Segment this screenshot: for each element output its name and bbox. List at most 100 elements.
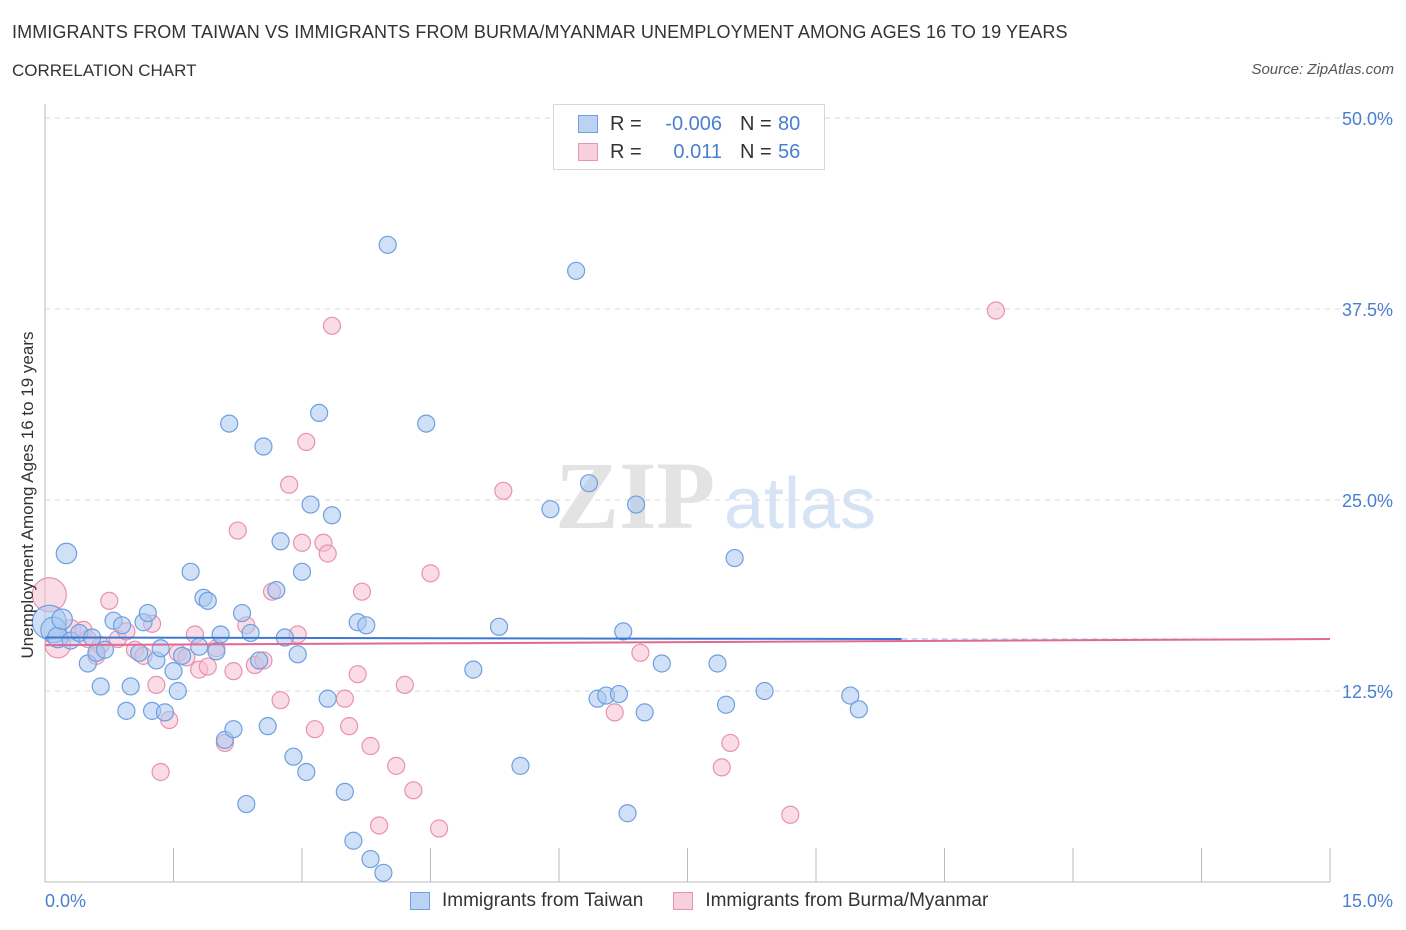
taiwan-point — [267, 581, 286, 600]
burma-point — [271, 691, 290, 710]
x-tick-label-min: 0.0% — [45, 891, 87, 911]
burma-trend-line — [44, 638, 1331, 647]
taiwan-point — [224, 720, 243, 739]
taiwan-point — [567, 261, 586, 280]
burma-point — [395, 675, 414, 694]
watermark-zip: ZIP — [555, 442, 715, 549]
legend-r-value: -0.006 — [665, 112, 722, 135]
burma-point — [340, 717, 359, 736]
x-tick-label-max: 15.0% — [1341, 891, 1393, 911]
taiwan-point — [211, 625, 230, 644]
burma-point — [429, 819, 449, 838]
taiwan-point — [190, 637, 209, 656]
legend-row-taiwan: R = -0.006 N = 80 — [578, 113, 800, 135]
taiwan-point — [361, 849, 380, 869]
taiwan-point — [626, 495, 646, 514]
taiwan-trend-line — [44, 636, 902, 641]
taiwan-point — [95, 640, 115, 659]
chart-title: IMMIGRANTS FROM TAIWAN VS IMMIGRANTS FRO… — [12, 22, 1068, 42]
taiwan-point — [652, 654, 671, 673]
burma-point — [224, 662, 243, 681]
series-legend: Immigrants from Taiwan Immigrants from B… — [410, 890, 1018, 912]
taiwan-point — [207, 642, 226, 661]
y-tick-label: 50.0% — [1342, 109, 1393, 129]
legend-swatch-pink — [578, 143, 598, 161]
burma-point — [404, 781, 423, 800]
burma-point — [387, 756, 406, 775]
legend-item-taiwan[interactable]: Immigrants from Taiwan — [410, 890, 643, 912]
taiwan-point — [198, 591, 217, 610]
taiwan-point — [755, 681, 774, 701]
taiwan-point — [716, 695, 736, 714]
legend-r-value: 0.011 — [673, 140, 722, 163]
taiwan-point — [254, 437, 273, 456]
taiwan-point — [232, 603, 252, 623]
legend-n-value: 80 — [778, 112, 801, 135]
taiwan-point — [489, 617, 509, 636]
taiwan-point — [609, 684, 629, 704]
burma-point — [605, 703, 624, 722]
chart-subtitle: CORRELATION CHART — [12, 61, 197, 80]
taiwan-point — [635, 703, 654, 722]
burma-point — [421, 564, 440, 583]
taiwan-point — [151, 639, 170, 658]
burma-point — [494, 481, 513, 500]
taiwan-point — [155, 703, 175, 722]
legend-swatch-blue — [578, 115, 598, 133]
taiwan-point — [417, 414, 436, 433]
legend-row-burma: R = 0.011 N = 56 — [578, 141, 800, 163]
taiwan-point — [117, 701, 136, 720]
taiwan-point — [112, 616, 132, 635]
taiwan-point — [168, 681, 187, 701]
source-label: Source: ZipAtlas.com — [1251, 61, 1394, 78]
burma-point — [280, 475, 299, 494]
taiwan-point — [357, 616, 376, 635]
taiwan-point — [614, 622, 633, 641]
taiwan-point — [55, 542, 78, 565]
taiwan-point — [237, 794, 256, 814]
taiwan-point — [618, 804, 637, 823]
burma-point — [198, 657, 217, 676]
taiwan-point — [725, 548, 744, 568]
taiwan-point — [292, 562, 312, 581]
legend-label-burma: Immigrants from Burma/Myanmar — [705, 890, 989, 911]
legend-item-burma[interactable]: Immigrants from Burma/Myanmar — [673, 890, 988, 912]
burma-point — [370, 816, 389, 835]
burma-point — [297, 432, 316, 452]
legend-label-taiwan: Immigrants from Taiwan — [442, 890, 644, 911]
y-tick-label: 25.0% — [1342, 491, 1393, 511]
taiwan-point — [130, 643, 149, 662]
burma-point — [228, 521, 247, 540]
taiwan-point — [318, 689, 337, 708]
burma-point — [322, 316, 342, 335]
burma-point — [318, 544, 337, 563]
taiwan-point — [121, 677, 140, 696]
taiwan-point — [849, 700, 868, 719]
taiwan-point — [288, 645, 307, 664]
burma-point — [147, 675, 166, 694]
taiwan-point — [708, 654, 727, 673]
taiwan-point — [258, 717, 277, 736]
taiwan-point — [541, 500, 560, 519]
legend-n-label: N = — [740, 140, 772, 163]
burma-point — [352, 582, 372, 601]
taiwan-point — [297, 762, 316, 782]
y-axis-label: Unemployment Among Ages 16 to 19 years — [18, 331, 37, 659]
burma-point — [361, 736, 380, 756]
taiwan-point — [181, 562, 200, 581]
taiwan-point — [220, 414, 239, 433]
y-tick-label: 12.5% — [1342, 682, 1393, 702]
burma-point — [151, 762, 170, 782]
watermark-atlas: atlas — [724, 464, 876, 544]
taiwan-point — [335, 782, 354, 801]
legend-n-label: N = — [740, 112, 772, 135]
burma-point — [292, 533, 312, 552]
taiwan-point — [344, 831, 363, 850]
taiwan-point — [284, 747, 303, 766]
taiwan-point — [138, 603, 157, 623]
taiwan-point — [172, 646, 192, 665]
taiwan-point — [511, 756, 530, 775]
taiwan-point — [374, 863, 393, 882]
taiwan-point — [51, 608, 73, 630]
